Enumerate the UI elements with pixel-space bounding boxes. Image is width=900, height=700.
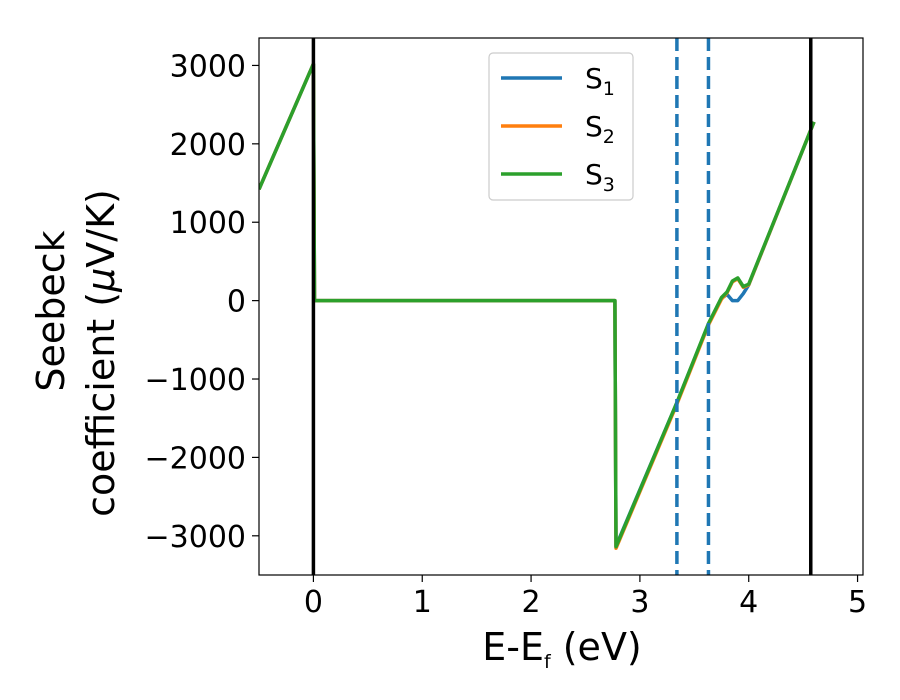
x-tick-label-5: 5 [848,585,867,620]
y-tick-label-2: 1000 [170,206,246,241]
x-tick-label-1: 1 [413,585,432,620]
x-axis: 0 1 2 3 4 5 [304,575,867,620]
x-tick-label-3: 3 [630,585,649,620]
y-axis-title-line1: Seebeck [29,230,73,391]
plot-area [258,37,864,576]
y-tick-label-1: 2000 [170,128,246,163]
y-axis: 3000 2000 1000 0 −1000 −2000 −3000 [145,49,259,555]
legend-label-s2: S2 [585,110,615,148]
series-line-s3 [259,62,816,549]
y-tick-label-4: −1000 [145,363,246,398]
plot-frame [258,37,864,576]
legend-label-s1: S1 [585,62,615,100]
y-tick-label-5: −2000 [145,441,246,476]
y-tick-label-3: 0 [227,285,246,320]
x-axis-title: E-Ef (eV) [482,625,642,673]
plot-marks [259,38,816,575]
x-tick-label-2: 2 [522,585,541,620]
legend: S1 S2 S3 [488,52,634,201]
x-tick-label-4: 4 [739,585,758,620]
y-axis-title-line2: coefficient (μV/K) [79,189,123,517]
y-tick-label-6: −3000 [145,520,246,555]
y-tick-label-0: 3000 [170,49,246,84]
x-tick-label-0: 0 [304,585,323,620]
legend-label-s3: S3 [585,158,615,196]
